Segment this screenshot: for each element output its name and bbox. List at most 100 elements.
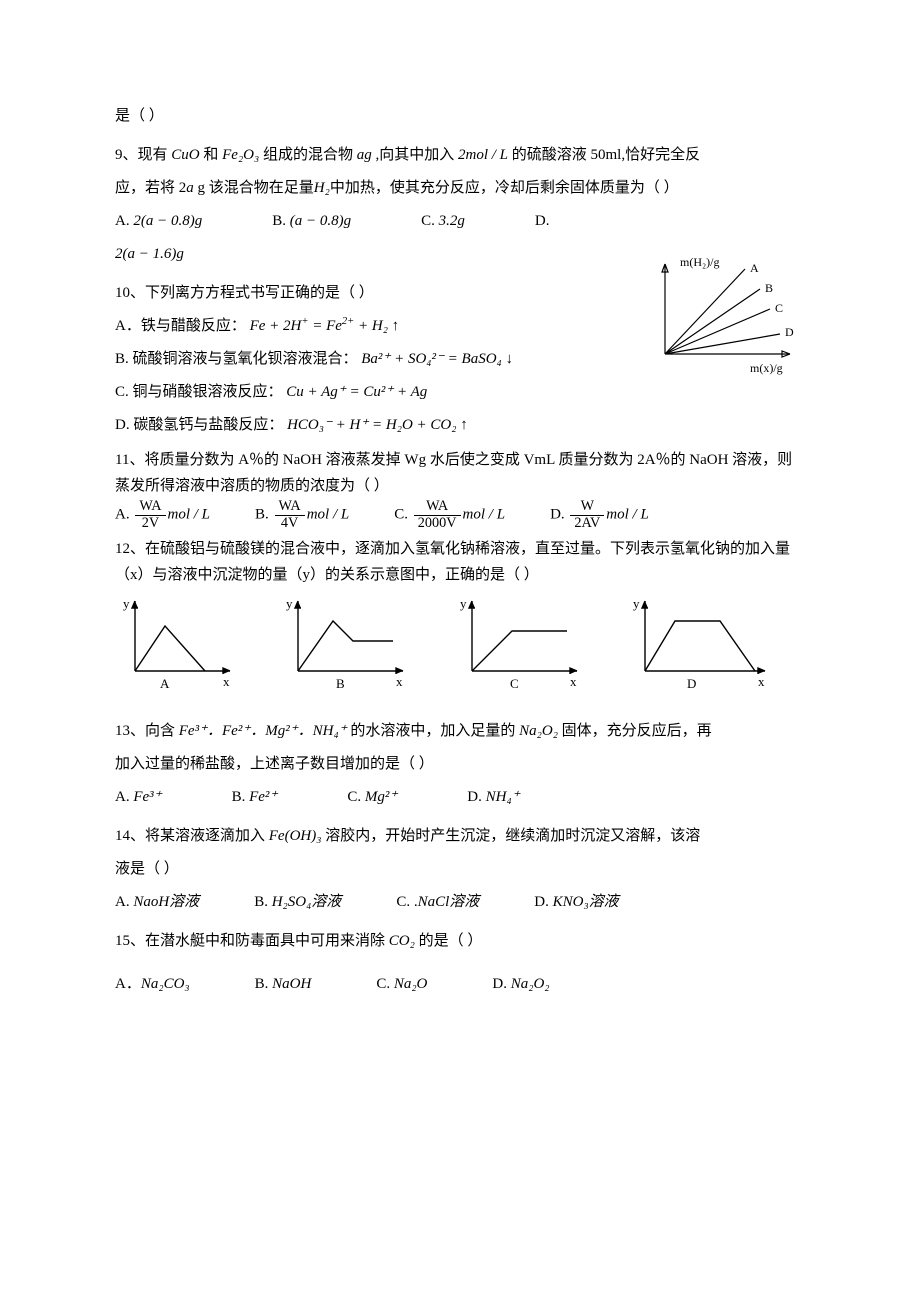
svg-text:B: B	[336, 676, 345, 691]
q15: 15、在潜水艇中和防毒面具中可用来消除 CO₂ 的是（ ） A．Na₂CO₃ B…	[115, 925, 805, 1001]
q11-A: A. WA2Vmol / L	[115, 499, 210, 531]
q14-A: A. NaoH溶液	[115, 886, 199, 919]
q13-D-l: D.	[467, 789, 485, 805]
q13-B: B. Fe²⁺	[232, 781, 278, 814]
q11-D-frac: W2AV	[570, 499, 604, 531]
q10-stem: 10、下列离方方程式书写正确的是（ ）	[115, 277, 805, 310]
q10-D: D. 碳酸氢钙与盐酸反应： HCO₃⁻ + H⁺ = H₂O + CO₂ ↑	[115, 409, 805, 442]
q11-D-d: 2AV	[570, 516, 604, 532]
svg-text:x: x	[570, 674, 577, 689]
q11-B-n: WA	[275, 499, 305, 516]
q10-D-t: D. 碳酸氢钙与盐酸反应：	[115, 417, 283, 433]
q9-optB: B. (a − 0.8)g	[272, 205, 351, 238]
q11-C-l: C.	[394, 507, 412, 523]
q11-options: A. WA2Vmol / L B. WA4Vmol / L C. WA2000V…	[115, 499, 805, 531]
svg-text:y: y	[633, 596, 640, 611]
q10-D-eq: HCO₃⁻ + H⁺ = H₂O + CO₂ ↑	[287, 417, 468, 433]
q11-B-frac: WA4V	[275, 499, 305, 531]
q9-optA: A. 2(a − 0.8)g	[115, 205, 202, 238]
q12-graphs: yx A yx B yx C	[115, 592, 805, 705]
q15-A-l: A．	[115, 976, 141, 992]
q11-D-l: D.	[550, 507, 568, 523]
q14-B: B. H₂SO₄溶液	[254, 886, 341, 919]
q9-optA-v: 2(a − 0.8)g	[133, 213, 202, 229]
q8-tail-text: 是（ ）	[115, 108, 164, 124]
svg-text:x: x	[758, 674, 765, 689]
q14-D-v: KNO₃溶液	[553, 894, 619, 910]
q15-B: B. NaOH	[255, 968, 312, 1001]
q13-A-l: A.	[115, 789, 133, 805]
q11-B-l: B.	[255, 507, 273, 523]
q10-B: B. 硫酸铜溶液与氢氧化钡溶液混合： Ba²⁺ + SO₄²⁻ = BaSO₄ …	[115, 343, 805, 376]
q12-graph-C: yx C	[452, 596, 587, 701]
q9-ag: ag	[357, 147, 372, 163]
q9-conc: 2mol / L	[458, 147, 508, 163]
q15-line1: 15、在潜水艇中和防毒面具中可用来消除 CO₂ 的是（ ）	[115, 925, 805, 958]
q14-s1: 14、将某溶液逐滴加入	[115, 828, 265, 844]
q13-D: D. NH₄⁺	[467, 781, 519, 814]
q8-tail: 是（ ）	[115, 100, 805, 133]
q9-optD: D.	[535, 205, 550, 238]
q13-line2: 加入过量的稀盐酸，上述离子数目增加的是（ ）	[115, 748, 805, 781]
q15-A: A．Na₂CO₃	[115, 968, 190, 1001]
q10-A: A．铁与醋酸反应： Fe + 2H+ = Fe2+ + H₂ ↑	[115, 310, 805, 343]
q9-optC-v: 3.2g	[439, 213, 465, 229]
svg-text:y: y	[123, 596, 130, 611]
q9-m1: 和	[203, 147, 218, 163]
q14-D: D. KNO₃溶液	[534, 886, 618, 919]
q14-C-l: C. .	[396, 894, 417, 910]
q15-D-v: Na₂O₂	[511, 976, 550, 992]
q11-C: C. WA2000Vmol / L	[394, 499, 505, 531]
q9-l2c: 中加热，使其充分反应，冷却后剩余固体质量为（ ）	[330, 180, 679, 196]
q14-D-l: D.	[534, 894, 552, 910]
q11-D: D. W2AVmol / L	[550, 499, 649, 531]
q9-cuo: CuO	[171, 147, 199, 163]
svg-text:C: C	[510, 676, 519, 691]
svg-text:x: x	[223, 674, 230, 689]
q13-options: A. Fe³⁺ B. Fe²⁺ C. Mg²⁺ D. NH₄⁺	[115, 781, 805, 814]
q10-B-t: B. 硫酸铜溶液与氢氧化钡溶液混合：	[115, 351, 358, 367]
q13-C: C. Mg²⁺	[347, 781, 397, 814]
q12-graph-B: yx B	[278, 596, 413, 701]
q11-A-d: 2V	[135, 516, 165, 532]
q13-na2o2: Na₂O₂	[519, 723, 558, 739]
q13-A: A. Fe³⁺	[115, 781, 162, 814]
q13-line1: 13、向含 Fe³⁺．Fe²⁺．Mg²⁺．NH₄⁺ 的水溶液中，加入足量的 Na…	[115, 715, 805, 748]
q13: 13、向含 Fe³⁺．Fe²⁺．Mg²⁺．NH₄⁺ 的水溶液中，加入足量的 Na…	[115, 715, 805, 814]
q11-stem: 11、将质量分数为 A％的 NaOH 溶液蒸发掉 Wg 水后使之变成 VmL 质…	[115, 448, 805, 499]
q15-s2: 的是（ ）	[419, 933, 483, 949]
q9-m2: 组成的混合物	[263, 147, 353, 163]
q9-h2: H₂	[314, 180, 330, 196]
q9-optC: C. 3.2g	[421, 205, 465, 238]
q9-l2a: 应，若将 2	[115, 180, 186, 196]
q11-A-t: mol / L	[168, 507, 211, 523]
q15-A-v: Na₂CO₃	[141, 976, 190, 992]
q13-D-v: NH₄⁺	[486, 789, 520, 805]
q11-B-d: 4V	[275, 516, 305, 532]
q14-C: C. .NaCl溶液	[396, 886, 479, 919]
q9-options: A. 2(a − 0.8)g B. (a − 0.8)g C. 3.2g D.	[115, 205, 805, 238]
q9-fe2o3: Fe₂O₃	[222, 147, 259, 163]
q11-A-n: WA	[135, 499, 165, 516]
q9-optA-l: A.	[115, 213, 133, 229]
q15-C-l: C.	[376, 976, 394, 992]
q11-A-l: A.	[115, 507, 133, 523]
q10-A-eq1: Fe + 2H	[250, 318, 302, 334]
q11-B-t: mol / L	[307, 507, 350, 523]
q9-m3: ,向其中加入	[375, 147, 454, 163]
q11-B: B. WA4Vmol / L	[255, 499, 349, 531]
q10-B-eq: Ba²⁺ + SO₄²⁻ = BaSO₄ ↓	[361, 351, 513, 367]
q15-D: D. Na₂O₂	[492, 968, 549, 1001]
q10: 10、下列离方方程式书写正确的是（ ） A．铁与醋酸反应： Fe + 2H+ =…	[115, 277, 805, 442]
q11-C-n: WA	[414, 499, 461, 516]
q15-B-l: B.	[255, 976, 273, 992]
svg-text:x: x	[396, 674, 403, 689]
q13-C-v: Mg²⁺	[365, 789, 397, 805]
q13-s2: 的水溶液中，加入足量的	[350, 723, 515, 739]
q12-graph-A: yx A	[115, 596, 240, 701]
q15-co2: CO₂	[389, 933, 415, 949]
q14-A-l: A.	[115, 894, 133, 910]
q14: 14、将某溶液逐滴加入 Fe(OH)₃ 溶胶内，开始时产生沉淀，继续滴加时沉淀又…	[115, 820, 805, 919]
q12-stem: 12、在硫酸铝与硫酸镁的混合液中，逐滴加入氢氧化钠稀溶液，直至过量。下列表示氢氧…	[115, 537, 805, 588]
q13-s1: 13、向含	[115, 723, 175, 739]
